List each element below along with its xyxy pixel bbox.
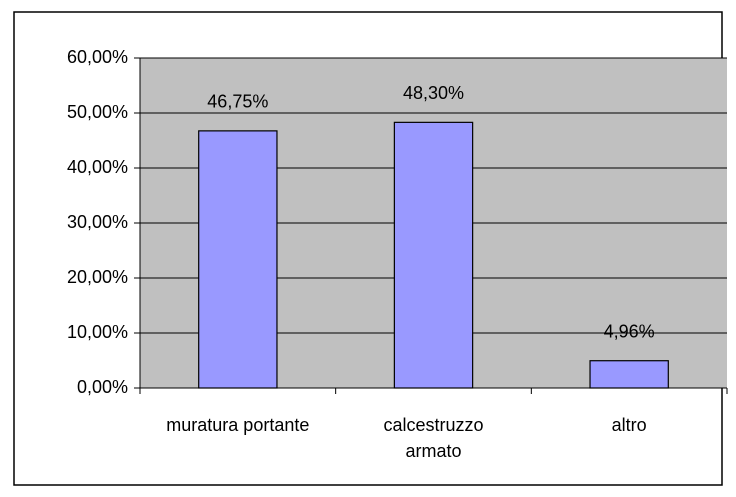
y-tick-label: 20,00% bbox=[67, 267, 128, 287]
x-tick-label: calcestruzzo armato bbox=[383, 415, 484, 461]
x-tick-label: muratura portante bbox=[166, 415, 310, 435]
y-tick-label: 60,00% bbox=[67, 47, 128, 67]
data-label: 46,75% bbox=[207, 92, 268, 112]
bar bbox=[198, 130, 278, 389]
y-tick-label: 50,00% bbox=[67, 102, 128, 122]
y-tick-label: 40,00% bbox=[67, 157, 128, 177]
bar bbox=[589, 360, 669, 389]
y-tick-label: 10,00% bbox=[67, 322, 128, 342]
y-tick-label: 0,00% bbox=[77, 377, 128, 397]
data-label: 48,30% bbox=[403, 83, 464, 103]
bar bbox=[393, 121, 474, 389]
data-label: 4,96% bbox=[604, 321, 655, 341]
y-tick-label: 30,00% bbox=[67, 212, 128, 232]
x-tick-label: altro bbox=[611, 415, 647, 435]
